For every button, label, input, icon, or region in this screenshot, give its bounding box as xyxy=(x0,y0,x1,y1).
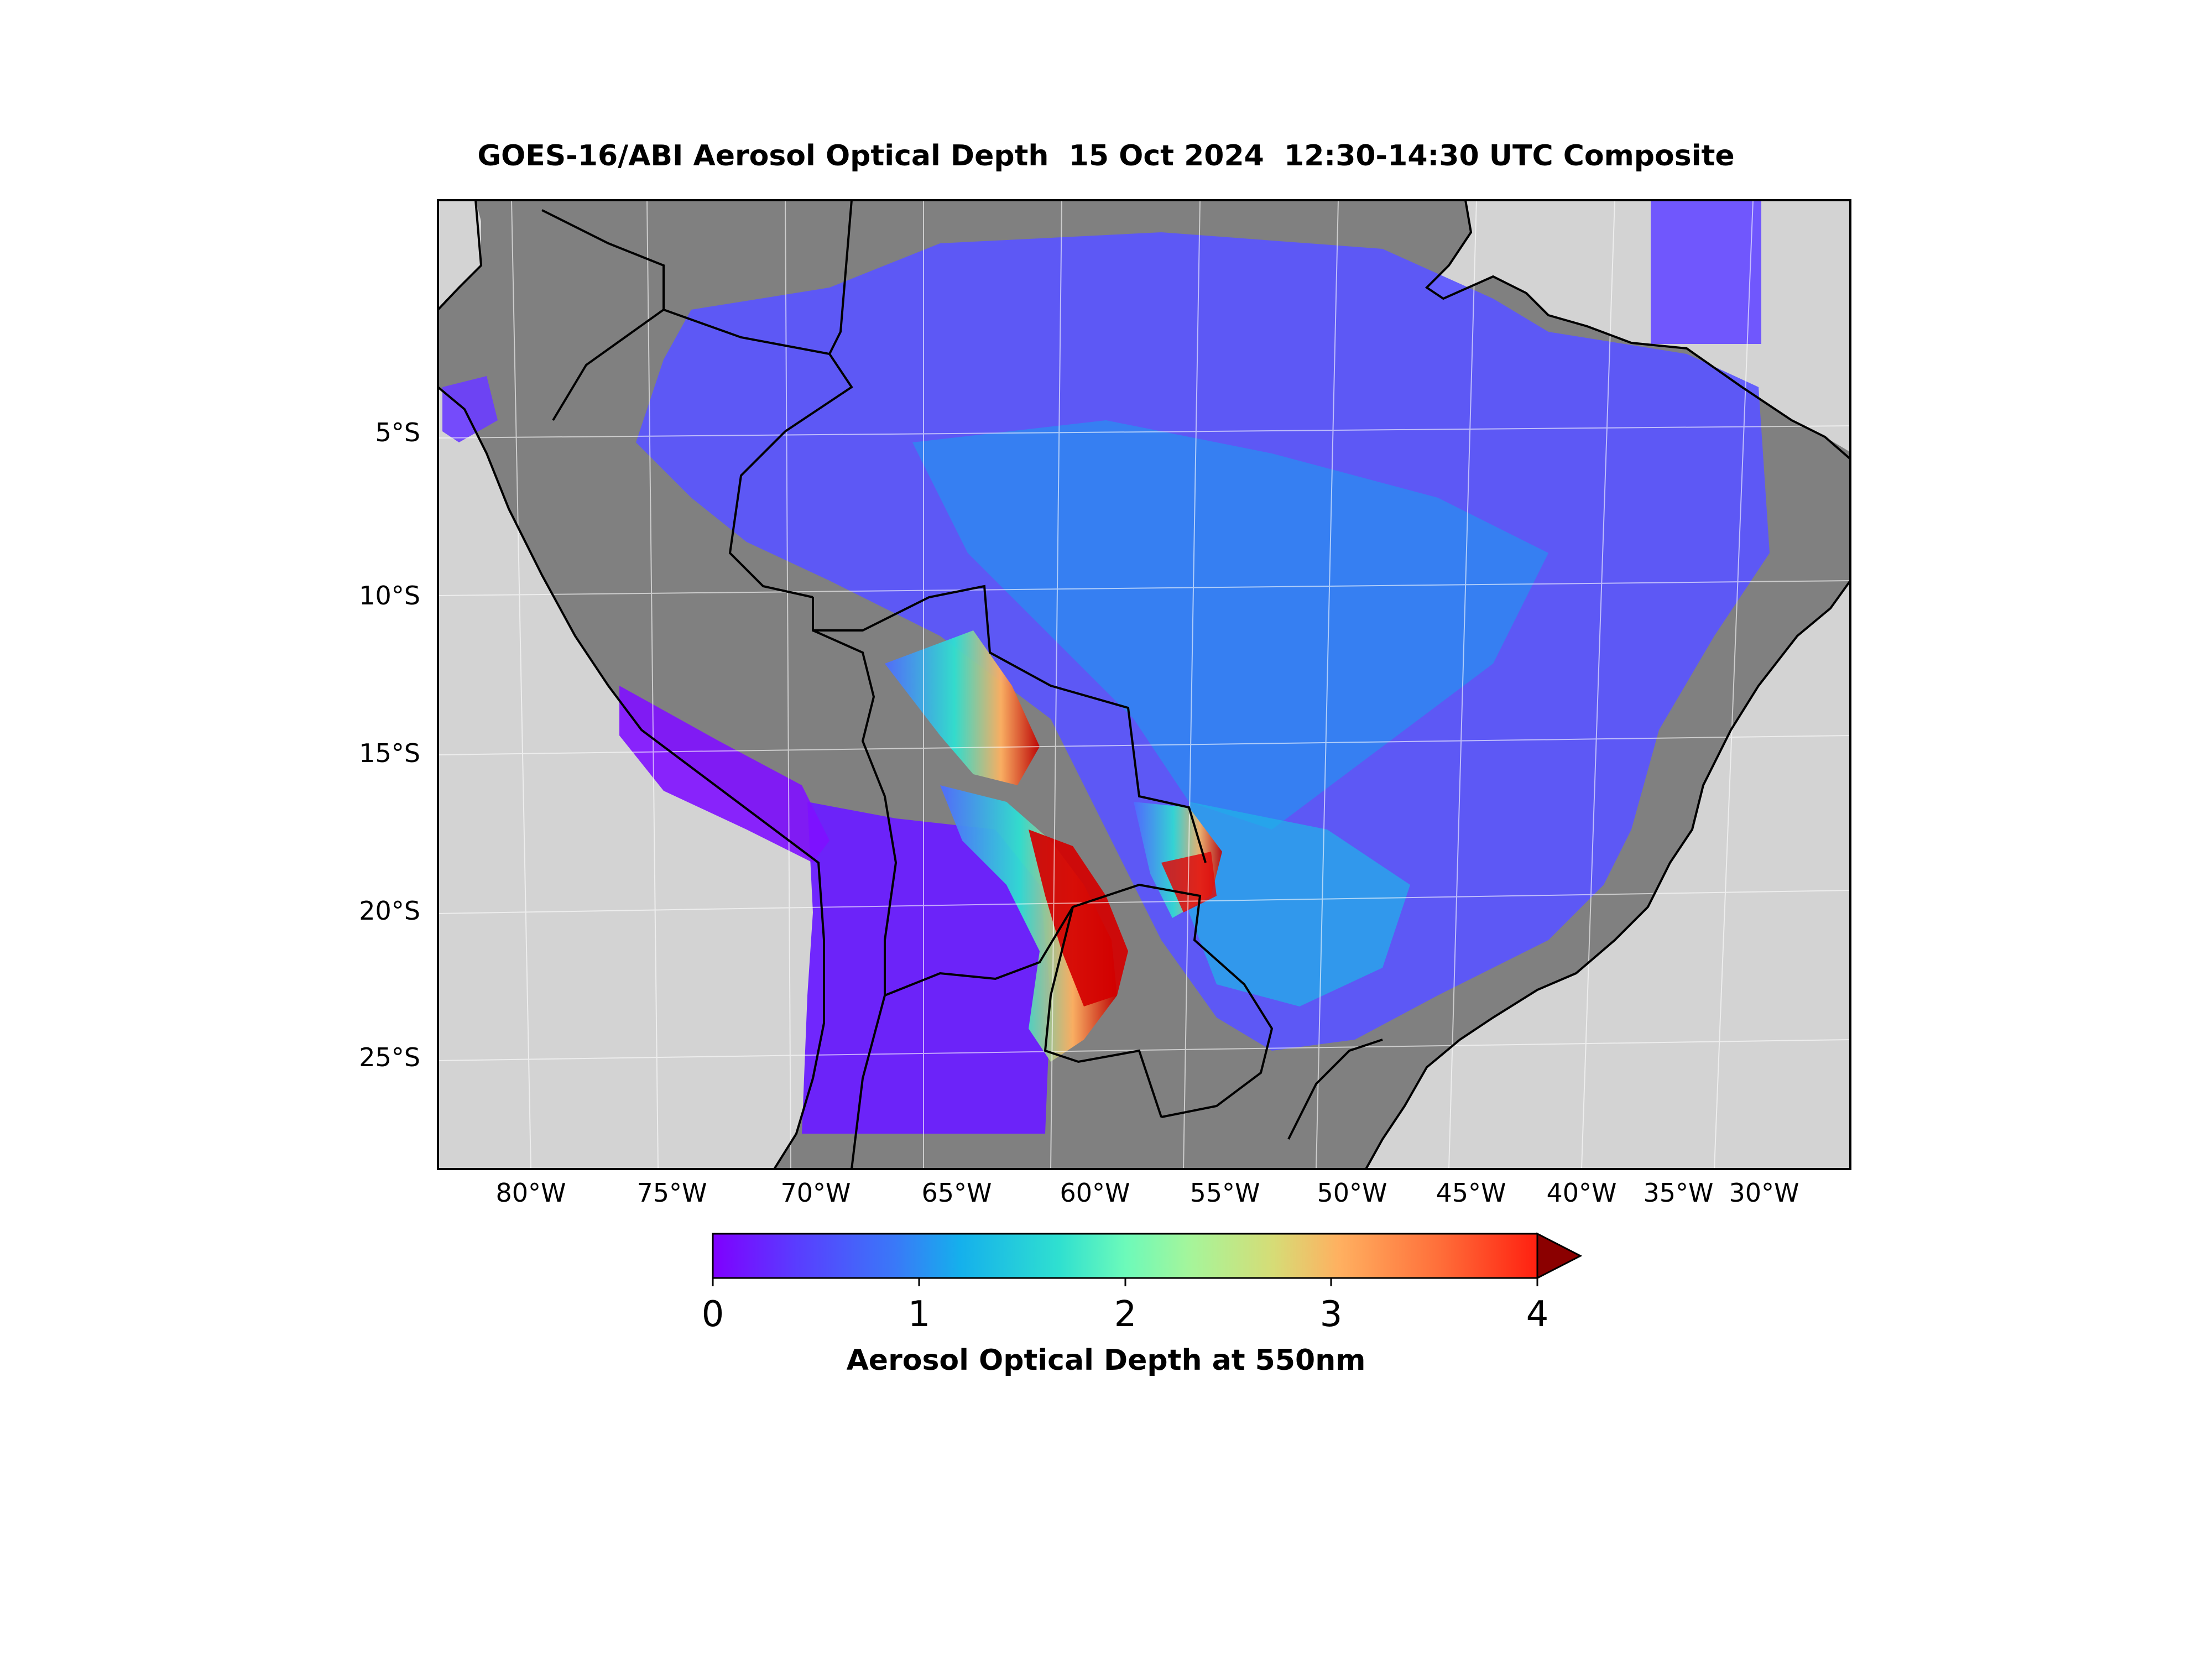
colorbar-tick-1: 1 xyxy=(907,1294,931,1335)
map-frame xyxy=(437,199,1851,1170)
colorbar-tick-4: 4 xyxy=(1526,1294,1549,1335)
lon-label-30w: 30°W xyxy=(1729,1178,1799,1208)
map-title: GOES-16/ABI Aerosol Optical Depth 15 Oct… xyxy=(477,139,1735,173)
lon-label-65w: 65°W xyxy=(921,1178,992,1208)
graticule xyxy=(438,200,1850,1169)
lon-label-35w: 35°W xyxy=(1643,1178,1714,1208)
lon-label-75w: 75°W xyxy=(637,1178,707,1208)
colorbar-ticks xyxy=(712,1278,1538,1286)
lon-label-40w: 40°W xyxy=(1546,1178,1617,1208)
lat-label-15s: 15°S xyxy=(359,738,420,768)
colorbar-extend-arrow xyxy=(1536,1232,1583,1280)
lat-label-20s: 20°S xyxy=(359,896,420,926)
colorbar-tick-3: 3 xyxy=(1319,1294,1343,1335)
lon-label-45w: 45°W xyxy=(1436,1178,1506,1208)
colorbar-tick-0: 0 xyxy=(701,1294,724,1335)
aod-coverage xyxy=(442,200,1770,1134)
lon-label-50w: 50°W xyxy=(1317,1178,1387,1208)
lon-label-80w: 80°W xyxy=(495,1178,566,1208)
country-borders xyxy=(438,200,1850,1169)
lon-label-55w: 55°W xyxy=(1190,1178,1260,1208)
lon-label-70w: 70°W xyxy=(780,1178,851,1208)
colorbar-tick-2: 2 xyxy=(1114,1294,1137,1335)
lat-label-10s: 10°S xyxy=(359,581,420,611)
lat-label-25s: 25°S xyxy=(359,1042,420,1072)
lon-label-60w: 60°W xyxy=(1060,1178,1130,1208)
lat-label-5s: 5°S xyxy=(375,418,420,447)
colorbar-gradient xyxy=(712,1233,1538,1279)
colorbar-label: Aerosol Optical Depth at 550nm xyxy=(846,1344,1366,1377)
